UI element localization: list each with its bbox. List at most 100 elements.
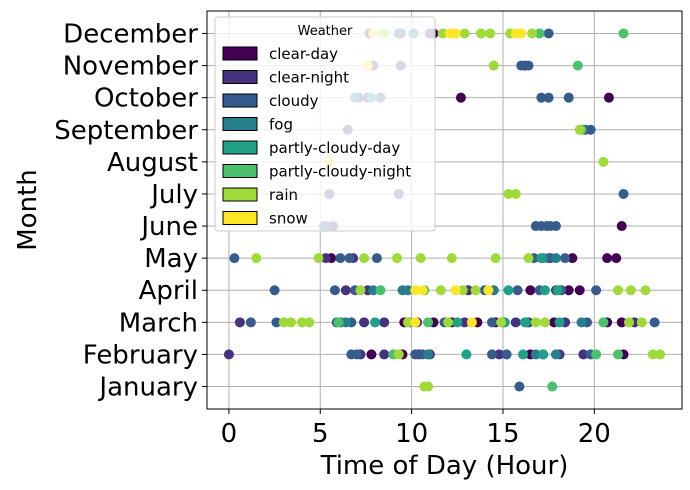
y-tick-label: February	[83, 340, 198, 370]
data-point-cloudy	[410, 349, 421, 360]
legend-label-clear-day: clear-day	[269, 45, 338, 63]
legend-swatch-snow	[222, 211, 258, 225]
data-point-rain	[523, 253, 534, 264]
data-point-rain	[355, 285, 366, 296]
legend-label-snow: snow	[269, 210, 308, 228]
data-point-partly-cloudy-night	[572, 60, 583, 71]
data-point-cloudy	[516, 60, 527, 71]
data-point-snow	[410, 317, 421, 328]
legend-swatch-fog	[222, 117, 258, 131]
data-point-cloudy	[550, 221, 561, 232]
data-point-clear-day	[366, 349, 377, 360]
data-point-partly-cloudy-night	[598, 317, 609, 328]
data-point-cloudy	[487, 317, 497, 328]
data-point-partly-cloudy-night	[547, 381, 558, 392]
data-point-clear-day	[616, 221, 627, 232]
data-point-partly-cloudy-night	[534, 28, 545, 39]
data-point-cloudy	[329, 285, 340, 296]
data-point-rain	[539, 317, 550, 328]
data-point-rain	[446, 253, 457, 264]
data-point-clear-day	[563, 285, 574, 296]
data-point-cloudy	[618, 188, 629, 199]
data-point-clear-day	[616, 317, 627, 328]
data-point-rain	[359, 253, 370, 264]
data-point-partly-cloudy-night	[423, 317, 434, 328]
y-tick-label: July	[149, 180, 198, 210]
data-point-cloudy	[271, 317, 282, 328]
data-point-clear-night	[320, 253, 331, 264]
data-point-clear-night	[234, 317, 245, 328]
x-tick-label: 5	[312, 419, 329, 449]
data-point-partly-cloudy-night	[618, 28, 629, 39]
data-point-rain	[457, 285, 468, 296]
data-point-snow	[483, 285, 494, 296]
data-point-rain	[510, 188, 521, 199]
data-point-rain	[435, 285, 446, 296]
plot-frame	[206, 10, 683, 410]
data-point-cloudy	[591, 285, 602, 296]
legend-label-partly-cloudy-night: partly-cloudy-night	[269, 163, 411, 181]
y-axis-ticks: JanuaryFebruaryMarchAprilMayJuneJulyAugu…	[54, 19, 207, 403]
data-point-snow	[410, 285, 421, 296]
data-point-rain	[530, 317, 541, 328]
data-point-cloudy	[543, 92, 554, 103]
x-tick-label: 15	[486, 419, 519, 449]
data-point-cloudy	[344, 253, 355, 264]
x-axis-label: Time of Day (Hour)	[320, 451, 569, 481]
data-point-partly-cloudy-day	[518, 349, 529, 360]
data-point-cloudy	[523, 60, 534, 71]
legend-label-clear-night: clear-night	[269, 69, 349, 87]
x-tick-label: 20	[578, 419, 611, 449]
data-point-clear-day	[567, 253, 578, 264]
data-point-clear-day	[603, 92, 614, 103]
data-point-rain	[437, 28, 448, 39]
y-tick-label: January	[97, 373, 198, 403]
data-point-clear-day	[611, 253, 622, 264]
data-point-clear-day	[602, 253, 613, 264]
data-point-rain	[625, 285, 636, 296]
data-point-rain	[490, 253, 501, 264]
legend-swatch-partly-cloudy-night	[222, 164, 258, 178]
data-point-cloudy	[335, 253, 346, 264]
data-point-snow	[466, 317, 477, 328]
data-point-cloudy	[269, 285, 280, 296]
data-point-clear-night	[379, 349, 390, 360]
data-point-rain	[459, 28, 470, 39]
data-point-rain	[313, 253, 324, 264]
data-point-clear-night	[379, 317, 390, 328]
y-tick-label: December	[63, 19, 198, 49]
data-point-cloudy	[649, 317, 660, 328]
y-tick-label: September	[54, 116, 198, 146]
data-point-partly-cloudy-night	[613, 349, 624, 360]
data-point-cloudy	[543, 28, 554, 39]
data-point-partly-cloudy-day	[452, 317, 463, 328]
legend-swatch-rain	[222, 187, 258, 202]
legend-swatch-partly-cloudy-day	[222, 140, 258, 155]
data-point-fog	[576, 317, 587, 328]
legend-entries: clear-day clear-night cloudy fog partly-clou…	[222, 45, 411, 228]
data-point-rain	[251, 253, 262, 264]
data-point-clear-day	[525, 285, 536, 296]
data-point-cloudy	[563, 92, 574, 103]
data-point-clear-night	[510, 317, 521, 328]
data-point-rain	[402, 317, 413, 328]
data-point-clear-night	[494, 349, 505, 360]
data-point-clear-night	[459, 317, 470, 328]
data-point-partly-cloudy-day	[370, 317, 381, 328]
data-point-partly-cloudy-day	[554, 317, 565, 328]
y-tick-label: October	[94, 84, 198, 114]
y-tick-label: November	[63, 52, 199, 82]
data-point-rain	[286, 317, 297, 328]
data-point-rain	[470, 285, 481, 296]
legend-label-partly-cloudy-day: partly-cloudy-day	[269, 139, 400, 157]
data-point-rain	[443, 317, 454, 328]
data-point-partly-cloudy-day	[539, 285, 550, 296]
data-point-clear-night	[359, 317, 370, 328]
data-point-rain	[624, 317, 635, 328]
data-point-rain	[503, 188, 514, 199]
data-point-rain	[613, 285, 624, 296]
data-point-partly-cloudy-day	[519, 317, 530, 328]
legend-swatch-clear-day	[222, 46, 258, 61]
data-point-rain	[485, 28, 496, 39]
